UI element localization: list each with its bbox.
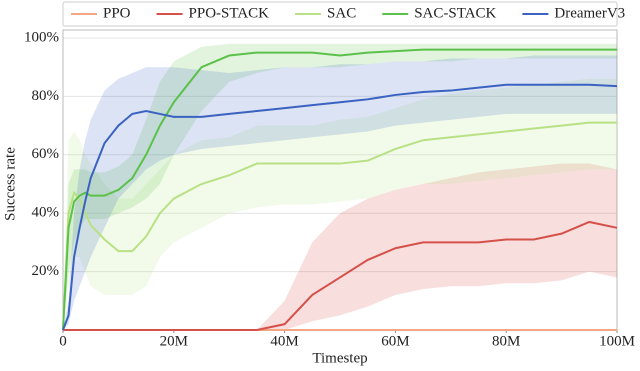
series-line xyxy=(62,121,617,331)
y-tick-label: 60% xyxy=(32,146,60,162)
y-tick-label: 20% xyxy=(32,263,60,279)
x-tick-label: 20M xyxy=(160,333,188,349)
x-tick-label: 0 xyxy=(59,333,67,349)
legend-label: SAC-STACK xyxy=(414,5,496,21)
confidence-band xyxy=(63,163,617,330)
y-tick-label: 40% xyxy=(32,205,60,221)
y-axis-label: Success rate xyxy=(2,147,18,221)
x-tick-label: 40M xyxy=(270,333,298,349)
series-line xyxy=(62,83,618,331)
y-tick-label: 80% xyxy=(32,88,60,104)
confidence-band xyxy=(63,78,617,330)
confidence-band xyxy=(63,55,617,331)
y-tick-label: 100% xyxy=(24,29,59,45)
x-tick-label: 80M xyxy=(492,333,520,349)
series-line xyxy=(63,220,618,331)
x-tick-label: 60M xyxy=(381,333,409,349)
legend-label: PPO-STACK xyxy=(189,5,270,21)
x-axis-label: Timestep xyxy=(312,350,367,366)
legend-box xyxy=(62,1,618,27)
x-tick-label: 100M xyxy=(599,333,635,349)
legend-label: SAC xyxy=(327,5,356,21)
legend-label: DreamerV3 xyxy=(554,5,625,21)
series-line xyxy=(62,48,617,331)
legend: PPO PPO-STACK SAC SAC-STACK DreamerV3 xyxy=(62,1,625,27)
legend-label: PPO xyxy=(103,5,131,21)
